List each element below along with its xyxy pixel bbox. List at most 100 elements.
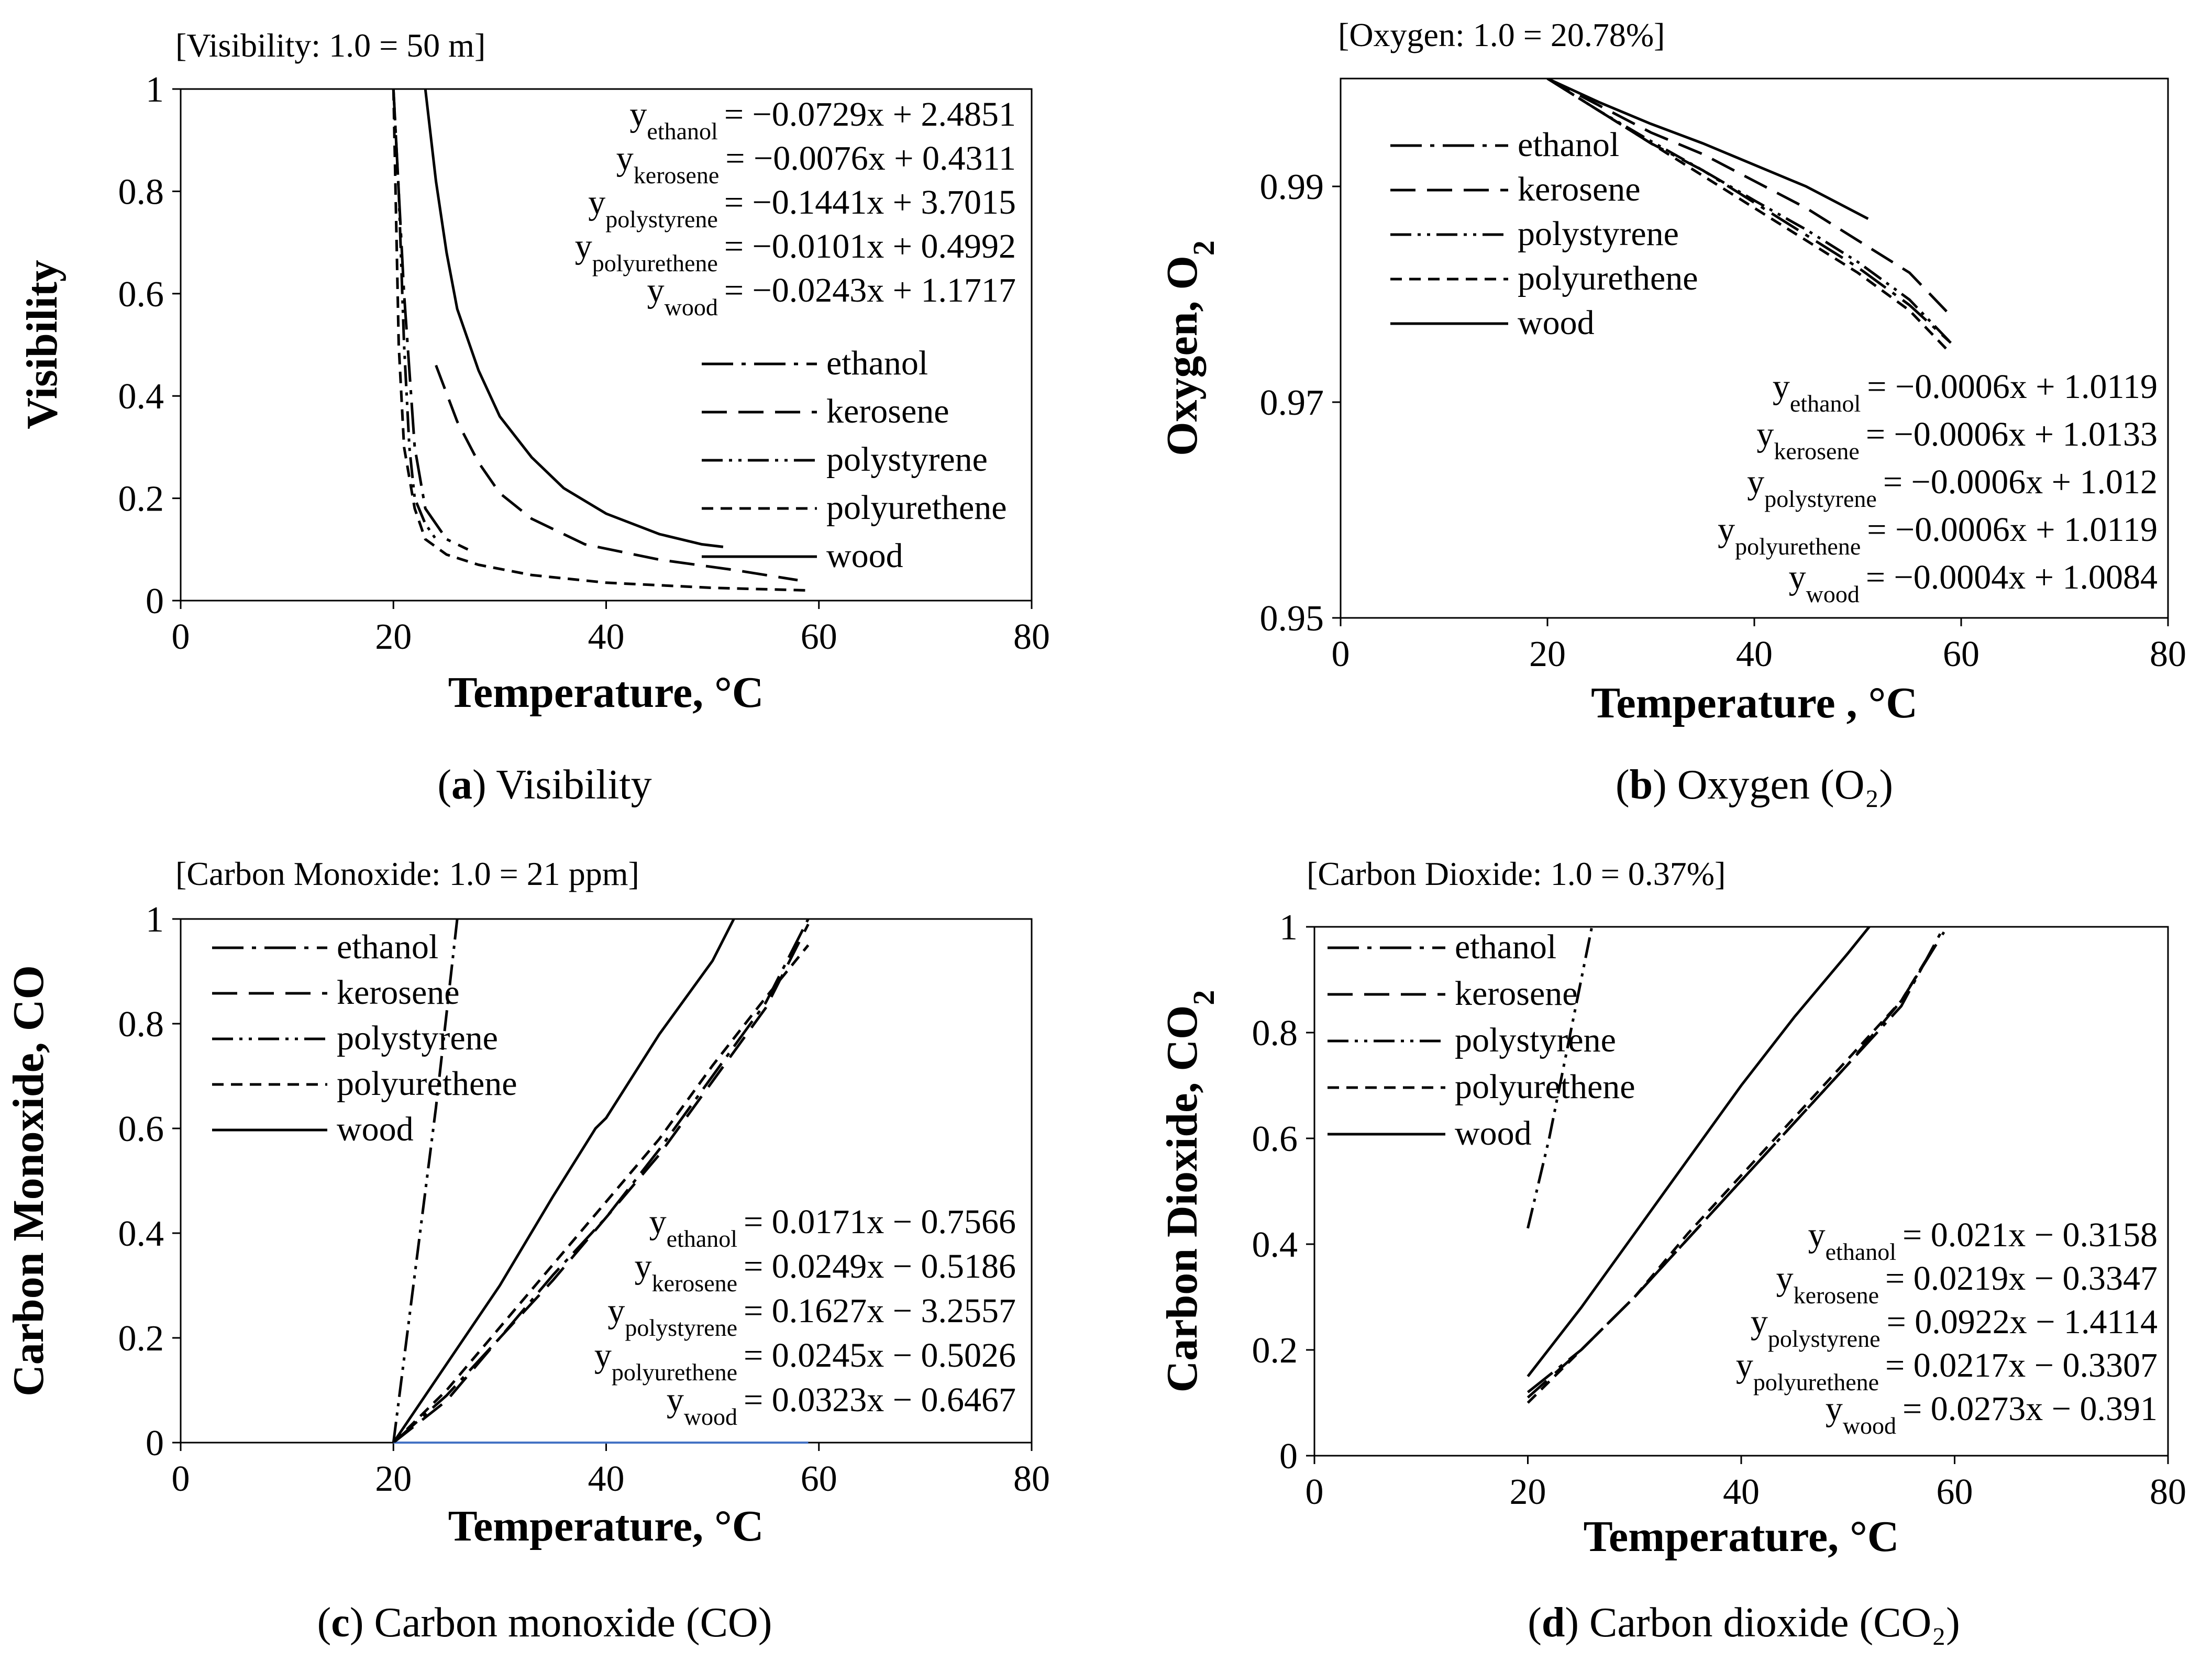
panel-caption: (d) Carbon dioxide (CO₂)	[1528, 1600, 1960, 1646]
regression-equation: yethanol = 0.021x − 0.3158	[1808, 1216, 2158, 1265]
y-tick-label: 0.6	[1252, 1119, 1298, 1159]
equation-body: = 0.0217x − 0.3307	[1885, 1346, 2158, 1384]
equation-body: = −0.0006x + 1.0119	[1867, 368, 2158, 406]
regression-equation: ypolyurethene = −0.0101x + 0.4992	[575, 227, 1016, 276]
equation-y: y	[607, 1292, 625, 1330]
x-tick-label: 40	[588, 1459, 625, 1499]
series-line-wood	[424, 89, 724, 548]
y-tick-label: 0	[146, 1423, 164, 1464]
equation-y: y	[1718, 511, 1735, 549]
x-axis-title: Temperature, °C	[448, 1502, 764, 1550]
equation-subscript: polystyrene	[1764, 485, 1877, 512]
x-tick-label: 20	[1510, 1472, 1546, 1512]
caption-text: Visibility	[496, 762, 651, 808]
regression-equation: ykerosene = 0.0249x − 0.5186	[635, 1247, 1016, 1297]
y-tick-label: 0.4	[118, 1214, 164, 1254]
x-tick-label: 0	[172, 1459, 190, 1499]
x-tick-label: 0	[1332, 634, 1350, 674]
x-tick-label: 40	[1736, 634, 1773, 674]
panel-caption: (b) Oxygen (O₂)	[1616, 762, 1893, 808]
legend-label: ethanol	[1455, 928, 1556, 966]
y-axis-title-subscript: 2	[1187, 240, 1221, 256]
caption-letter: b	[1630, 762, 1653, 808]
series-line-polystyrene	[392, 89, 437, 540]
legend-label: wood	[826, 537, 903, 575]
regression-equation: ypolystyrene = 0.0922x − 1.4114	[1751, 1303, 2158, 1352]
equation-subscript: kerosene	[634, 162, 719, 189]
x-tick-label: 60	[801, 1459, 837, 1499]
regression-equation: ykerosene = −0.0076x + 0.4311	[616, 139, 1016, 189]
x-tick-label: 80	[2150, 1472, 2186, 1512]
equation-body: = −0.0243x + 1.1717	[724, 271, 1016, 309]
legend-label: kerosene	[337, 973, 460, 1012]
equation-y: y	[629, 95, 647, 134]
x-tick-label: 0	[172, 617, 190, 657]
panel-c: [Carbon Monoxide: 1.0 = 21 ppm] 0 20 40 60 80…	[4, 855, 1050, 1646]
caption-text: Oxygen (O₂)	[1677, 762, 1893, 808]
y-tick-label: 0.8	[118, 172, 164, 212]
y-axis-title-subscript: 2	[1187, 990, 1221, 1005]
equation-subscript: polyurethene	[592, 250, 718, 276]
caption-paren-open: (	[437, 762, 451, 808]
regression-equation: yethanol = −0.0006x + 1.0119	[1773, 368, 2158, 417]
panel-caption: (a) Visibility	[437, 762, 651, 808]
y-axis-title: Carbon Monoxide, CO	[4, 965, 53, 1397]
caption-paren-open: (	[317, 1600, 331, 1646]
equation-y: y	[649, 1203, 667, 1241]
x-tick-label: 20	[375, 1459, 412, 1499]
y-tick-label: 0.2	[118, 1319, 164, 1359]
equation-subscript: ethanol	[1826, 1238, 1896, 1265]
y-axis-title-text: Carbon Dioxide, CO	[1158, 1005, 1207, 1393]
equation-y: y	[1776, 1259, 1794, 1298]
x-tick-label: 40	[1723, 1472, 1760, 1512]
equation-y: y	[1773, 368, 1790, 406]
y-axis-title-text: Carbon Monoxide, CO	[4, 965, 53, 1397]
legend-label: polyurethene	[1518, 259, 1698, 297]
x-axis-title: Temperature, °C	[1584, 1512, 1899, 1561]
panel-caption: (c) Carbon monoxide (CO)	[317, 1600, 772, 1646]
equation-subscript: polystyrene	[625, 1314, 737, 1341]
equation-y: y	[1826, 1390, 1843, 1428]
caption-letter: a	[451, 762, 472, 808]
equation-y: y	[647, 271, 665, 309]
y-axis-title-text: Oxygen, O	[1158, 256, 1207, 456]
series-line-polystyrene	[1527, 927, 1594, 1229]
equation-subscript: wood	[665, 294, 718, 320]
equation-body: = −0.0076x + 0.4311	[725, 139, 1016, 178]
equation-body: = −0.0004x + 1.0084	[1866, 558, 2158, 596]
equation-y: y	[1751, 1303, 1768, 1341]
series-line-polyurethene	[392, 89, 809, 592]
y-axis-title: Carbon Dioxide, CO2	[1158, 990, 1221, 1393]
equation-subscript: polystyrene	[1768, 1325, 1881, 1352]
regression-equation: ypolystyrene = 0.1627x − 3.2557	[607, 1292, 1016, 1341]
equation-y: y	[1789, 558, 1806, 596]
equation-body: = −0.1441x + 3.7015	[724, 183, 1016, 221]
y-tick-label: 0.4	[118, 376, 164, 417]
caption-letter: d	[1542, 1600, 1565, 1646]
legend-label: wood	[1518, 304, 1595, 342]
equation-body: = 0.0171x − 0.7566	[744, 1203, 1016, 1241]
y-tick-label: 0.8	[118, 1004, 164, 1045]
regression-equation: yethanol = −0.0729x + 2.4851	[629, 95, 1016, 145]
scale-note: [Carbon Monoxide: 1.0 = 21 ppm]	[175, 855, 639, 892]
regression-equation: ywood = 0.0273x − 0.391	[1826, 1390, 2158, 1439]
caption-text: Carbon dioxide (CO₂)	[1589, 1600, 1960, 1646]
series-line-ethanol	[392, 919, 810, 1443]
series-line-polystyrene	[1546, 79, 1952, 344]
equation-body: = 0.1627x − 3.2557	[744, 1292, 1016, 1330]
series-line-polyurethene	[392, 944, 810, 1443]
y-tick-label: 0.2	[1252, 1331, 1298, 1371]
y-tick-label: 0.6	[118, 274, 164, 315]
panel-b: [Oxygen: 1.0 = 20.78%] 0 20 40 60 80 0.95 0.97 0…	[1158, 16, 2186, 808]
equation-subscript: ethanol	[647, 118, 717, 145]
legend-label: polyurethene	[337, 1065, 517, 1103]
equation-body: = −0.0101x + 0.4992	[724, 227, 1016, 265]
equation-body: = −0.0006x + 1.0133	[1866, 415, 2158, 453]
legend-label: ethanol	[1518, 126, 1619, 164]
equation-subscript: polyurethene	[1735, 533, 1861, 560]
equation-y: y	[1756, 415, 1774, 453]
x-tick-label: 20	[1529, 634, 1566, 674]
equation-subscript: polyurethene	[612, 1359, 737, 1386]
legend-label: kerosene	[826, 392, 949, 430]
legend-label: ethanol	[337, 928, 438, 966]
